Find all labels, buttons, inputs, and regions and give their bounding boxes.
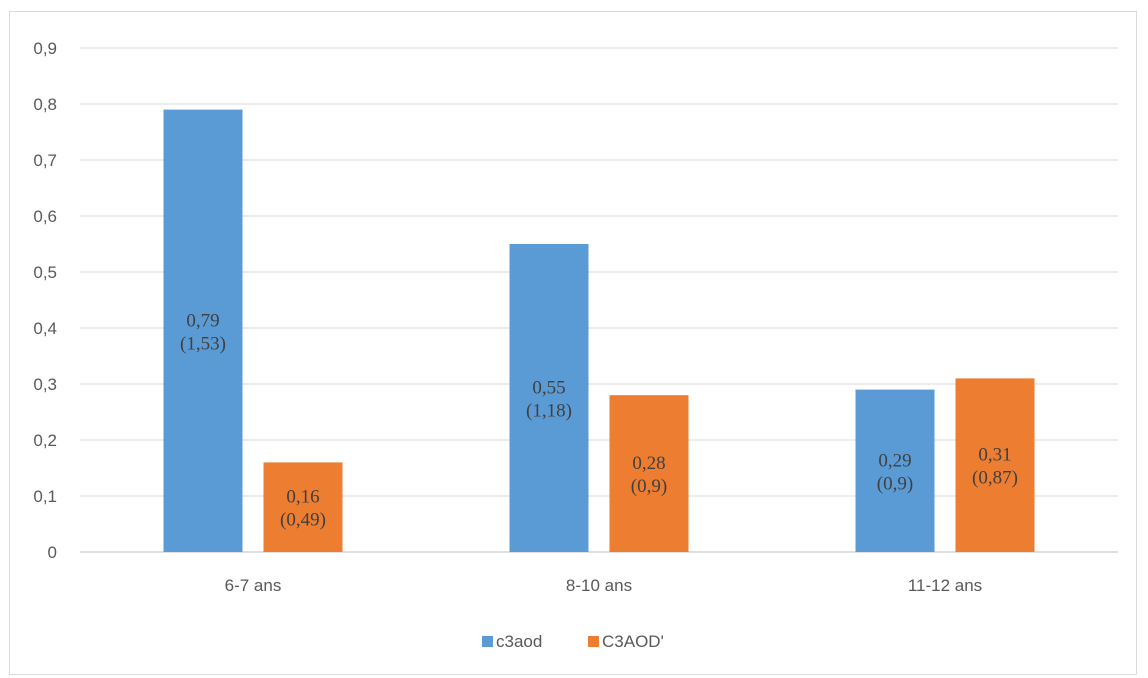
data-label: 0,16 xyxy=(286,487,319,508)
y-tick-label: 0,1 xyxy=(33,487,57,506)
y-tick-label: 0,4 xyxy=(33,319,57,338)
legend-swatch xyxy=(482,636,493,647)
data-label: 0,55 xyxy=(532,378,565,399)
y-tick-label: 0,3 xyxy=(33,375,57,394)
y-tick-label: 0,9 xyxy=(33,39,57,58)
x-category-label: 11-12 ans xyxy=(908,576,982,595)
y-tick-label: 0,5 xyxy=(33,263,57,282)
y-tick-label: 0,8 xyxy=(33,95,57,114)
x-category-label: 8-10 ans xyxy=(566,576,632,595)
data-label: (0,9) xyxy=(877,473,913,494)
data-label: (1,53) xyxy=(180,333,226,354)
legend-swatch xyxy=(588,636,599,647)
y-tick-label: 0,2 xyxy=(33,431,57,450)
legend: c3aod C3AOD' xyxy=(482,632,664,651)
y-tick-label: 0,6 xyxy=(33,207,57,226)
data-label: 0,28 xyxy=(632,453,665,474)
data-label: (0,87) xyxy=(972,468,1018,489)
legend-label: c3aod xyxy=(496,632,542,651)
y-axis-ticks: 0 0,1 0,2 0,3 0,4 0,5 0,6 0,7 0,8 0,9 xyxy=(33,39,57,562)
data-label: 0,31 xyxy=(978,445,1011,466)
x-category-label: 6-7 ans xyxy=(225,576,282,595)
x-axis-categories: 6-7 ans 8-10 ans 11-12 ans xyxy=(225,576,983,595)
data-label: (0,9) xyxy=(631,476,667,497)
data-label: (0,49) xyxy=(280,510,326,531)
y-tick-label: 0 xyxy=(48,543,57,562)
y-tick-label: 0,7 xyxy=(33,151,57,170)
data-label: 0,29 xyxy=(878,450,911,471)
legend-label: C3AOD' xyxy=(602,632,664,651)
data-label: (1,18) xyxy=(526,401,572,422)
data-label: 0,79 xyxy=(186,310,219,331)
